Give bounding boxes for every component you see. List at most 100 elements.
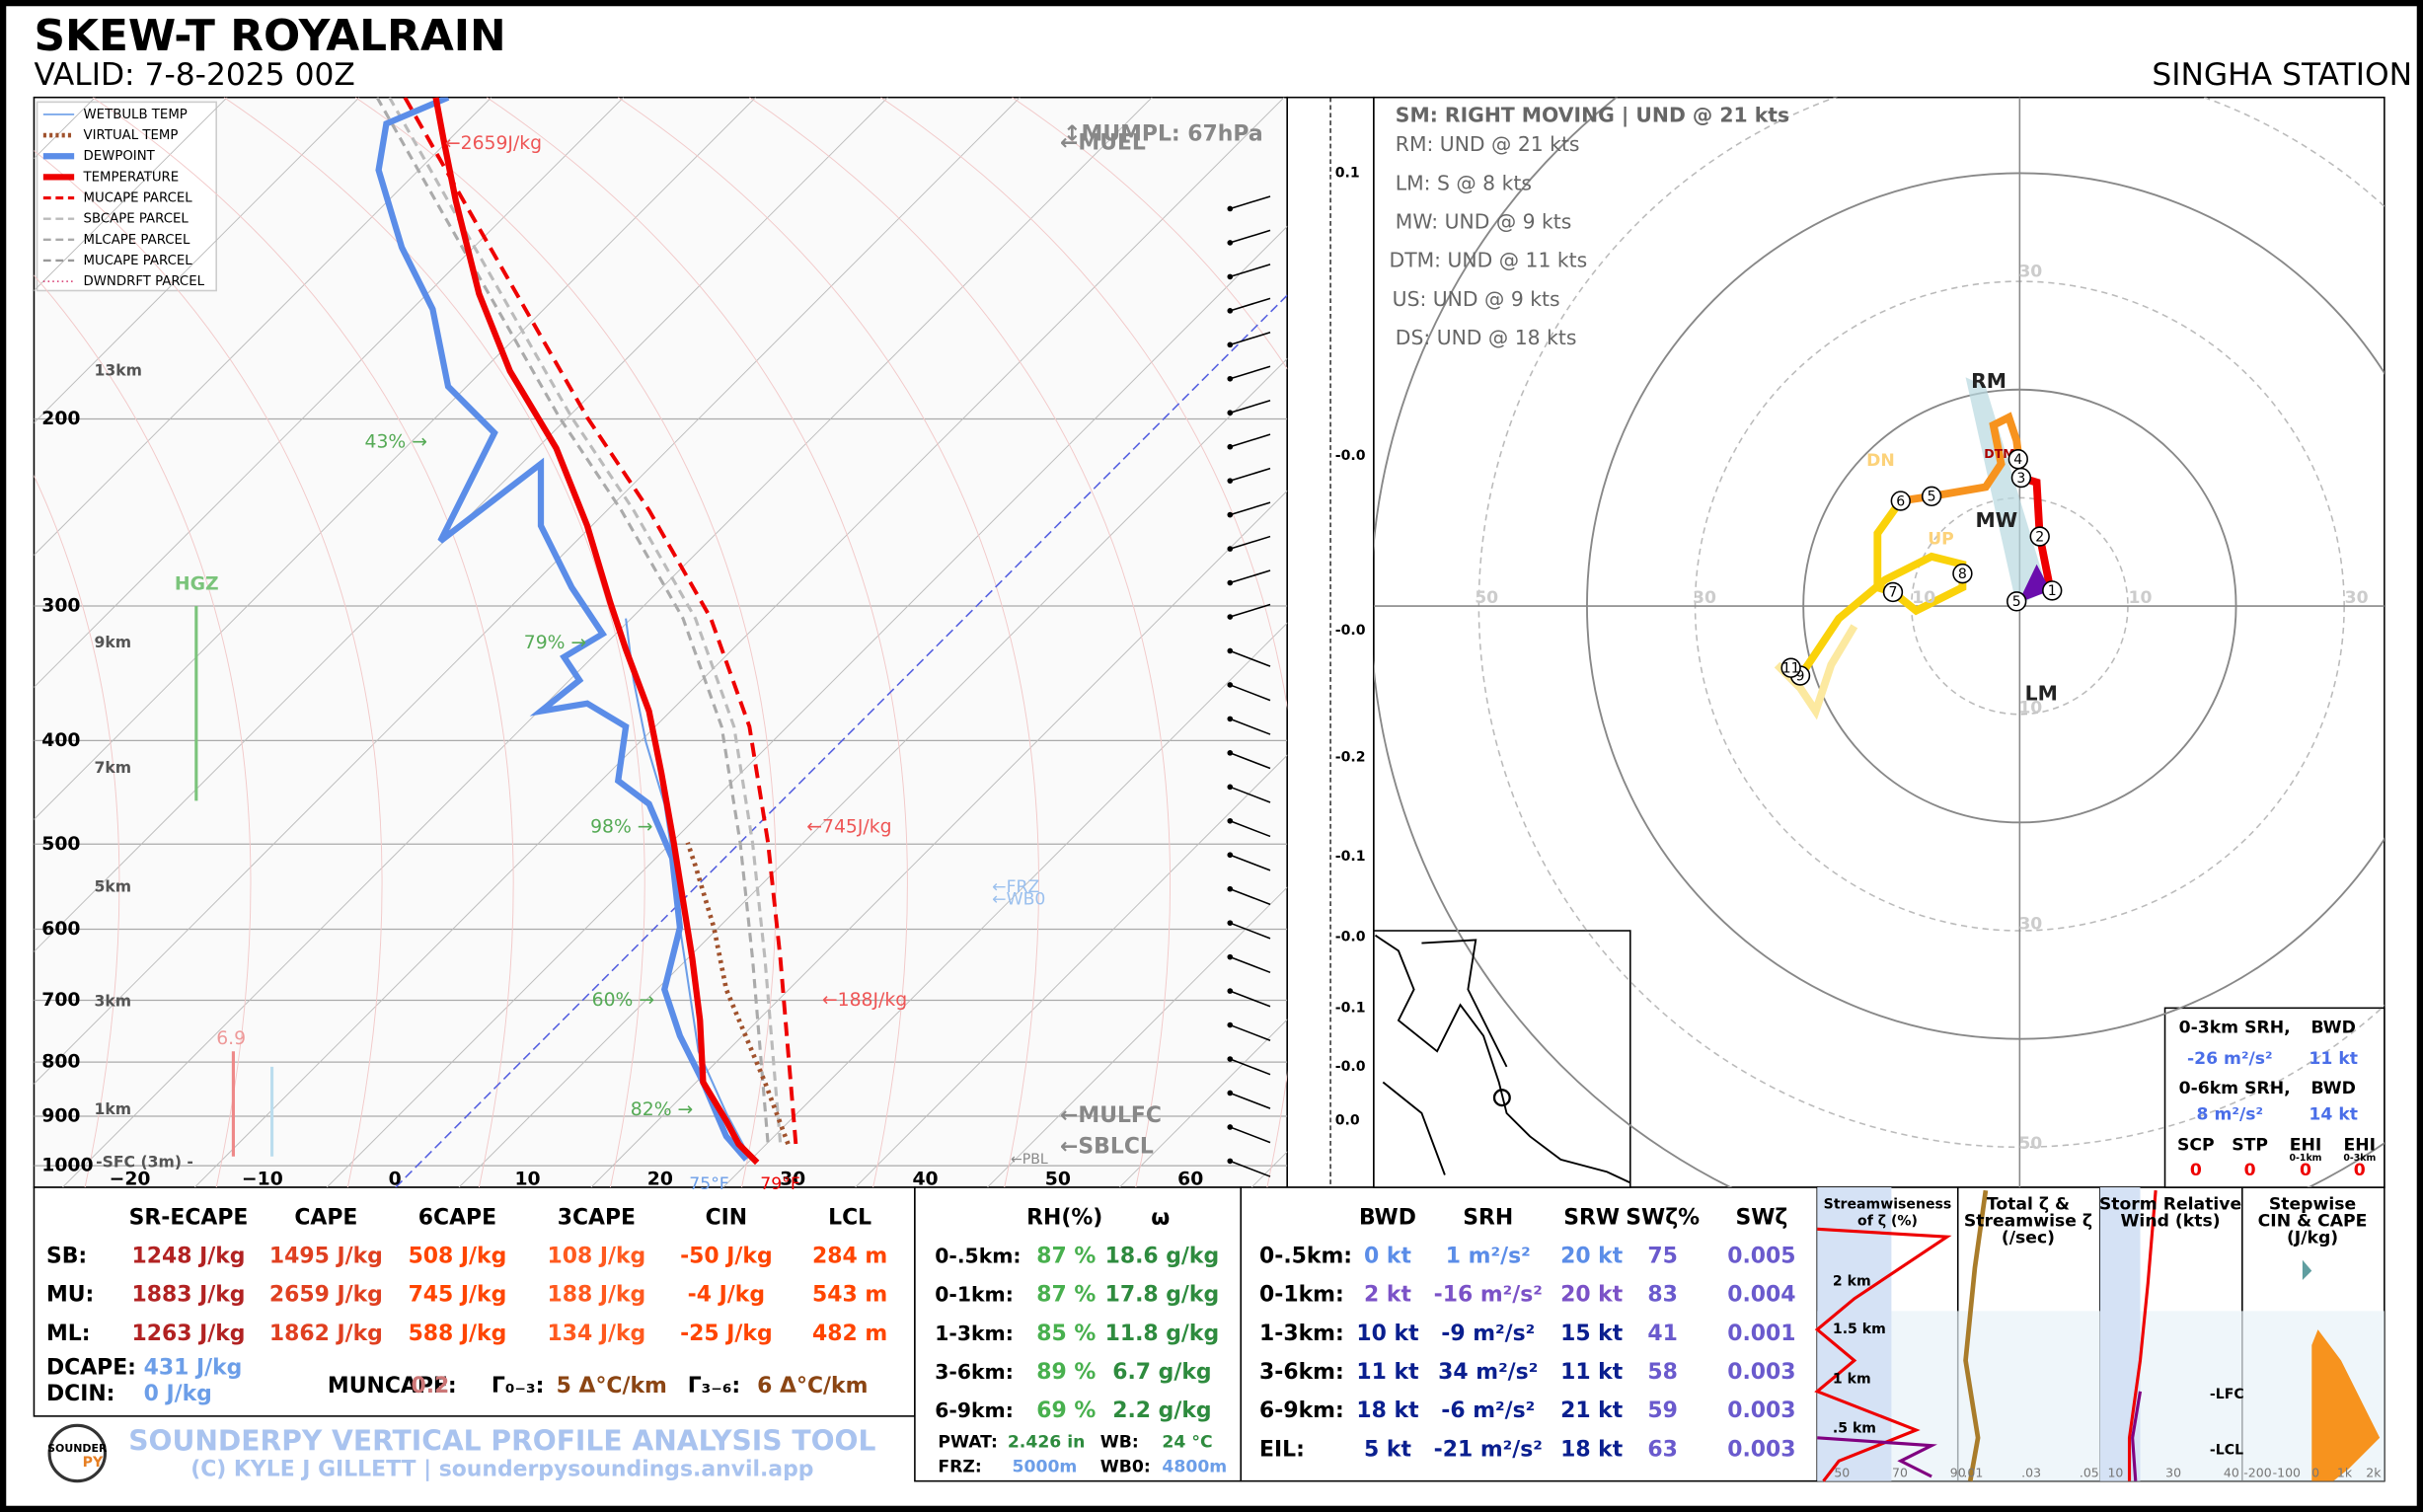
isotherm <box>34 97 756 820</box>
inset-height: .5 km <box>1833 1420 1876 1436</box>
cell: 1862 J/kg <box>269 1322 383 1346</box>
inset-tick: 50 <box>1834 1465 1850 1479</box>
annotation: ↕MUMPL: 67hPa <box>1063 121 1262 146</box>
footer-credit: (C) KYLE J GILLETT | sounderpysoundings.… <box>190 1458 813 1482</box>
inset-height: 1 km <box>1833 1371 1871 1387</box>
ring-label: 30 <box>2018 915 2042 935</box>
extra: 0.2 <box>411 1374 449 1399</box>
inset-title: (J/kg) <box>2287 1229 2338 1248</box>
cell: 6.7 g/kg <box>1112 1360 1211 1385</box>
col-header: CAPE <box>294 1205 357 1230</box>
omega-label: 0.1 <box>1335 165 1360 181</box>
ring-label: 10 <box>2128 588 2152 608</box>
pressure-label: 600 <box>41 919 80 940</box>
srh-box <box>2163 1007 2385 1188</box>
inset-shade <box>2099 1187 2141 1481</box>
srh-text: 14 kt <box>2309 1104 2358 1124</box>
row-label: ML: <box>46 1322 91 1346</box>
sb-parcel <box>388 97 783 1145</box>
cell: 17.8 g/kg <box>1105 1283 1220 1308</box>
temp-label: −20 <box>110 1170 151 1190</box>
inset-title: Streamwiseness <box>1824 1196 1952 1212</box>
inset-tick: 2k <box>2366 1465 2382 1479</box>
index-value: 0 <box>2244 1161 2256 1180</box>
annotation: 79% → <box>524 633 586 653</box>
row-label: 0-.5km: <box>1259 1245 1352 1269</box>
ring-label: 50 <box>2018 1134 2042 1154</box>
dry-adiabat <box>354 97 777 1188</box>
streamwise-line <box>1817 1436 1937 1478</box>
cell: 85 % <box>1036 1322 1096 1346</box>
inset-tick: 30 <box>2165 1465 2181 1479</box>
temp-label: 60 <box>1177 1170 1203 1190</box>
cell: 69 % <box>1036 1399 1096 1423</box>
inset-tick: -200 <box>2243 1465 2271 1479</box>
cell: 188 J/kg <box>547 1283 645 1308</box>
barb <box>1230 752 1271 770</box>
legend-label: DWNDRFT PARCEL <box>84 274 205 289</box>
annotation: ←MUEL <box>1060 131 1146 156</box>
inset-tick: 40 <box>2224 1465 2239 1479</box>
dry-adiabat <box>223 97 645 1188</box>
cell: 543 m <box>812 1283 887 1308</box>
annotation: ←SBLCL <box>1060 1134 1154 1159</box>
thermo-table <box>33 1186 916 1417</box>
barb <box>1230 1023 1271 1041</box>
height-label: 4 <box>2013 452 2022 468</box>
height-dot <box>2007 449 2028 470</box>
srw-line <box>2127 1190 2158 1481</box>
legend-label: MLCAPE PARCEL <box>84 233 190 248</box>
cell: -16 m²/s² <box>1434 1283 1543 1308</box>
motion-marker: RM <box>1971 369 2007 393</box>
cell: -9 m²/s² <box>1441 1322 1535 1346</box>
ring-label: 30 <box>2345 588 2369 608</box>
isotherm <box>34 97 228 292</box>
dry-adiabat <box>749 97 1172 1188</box>
srh-text: BWD <box>2310 1019 2355 1038</box>
inset-title: (/sec) <box>2002 1229 2055 1248</box>
cell: 0.004 <box>1727 1283 1795 1308</box>
cell: 2659 J/kg <box>269 1283 383 1308</box>
legend-label: WETBULB TEMP <box>84 108 188 122</box>
omega-label: -0.0 <box>1335 623 1366 639</box>
dry-adiabat <box>34 150 383 1188</box>
annotation: 75°F <box>689 1174 728 1194</box>
height-label: 11 <box>1782 660 1800 676</box>
logo-text: SOUNDER <box>47 1442 108 1455</box>
height-label: 3 <box>2016 471 2025 487</box>
inset-title: CIN & CAPE <box>2258 1212 2368 1232</box>
col-header: BWD <box>1359 1205 1416 1230</box>
dry-adiabat <box>34 475 120 1188</box>
annotation: 82% → <box>631 1099 693 1120</box>
col-header: SWζ <box>1735 1205 1787 1230</box>
motion-label: RM: UND @ 21 kts <box>1396 132 1580 156</box>
extra: 4800m <box>1162 1458 1227 1477</box>
dry-adiabat <box>34 274 252 1188</box>
cell: 284 m <box>812 1245 887 1269</box>
temp-label: 20 <box>647 1170 673 1190</box>
barb <box>1230 820 1271 838</box>
barb <box>1230 264 1271 278</box>
isotherm <box>34 97 625 688</box>
index-label: EHI <box>2344 1136 2377 1156</box>
temp-label: 0 <box>389 1170 402 1190</box>
cell: 0.001 <box>1727 1322 1795 1346</box>
extra: Γ₃₋₆: <box>688 1374 740 1399</box>
ring-label: 50 <box>1475 588 1498 608</box>
inset-tick: 10 <box>2107 1465 2123 1479</box>
col-header: SRW <box>1563 1205 1620 1230</box>
cell: 0 kt <box>1364 1245 1411 1269</box>
row-label: 1-3km: <box>1259 1322 1344 1346</box>
srh-text: BWD <box>2310 1079 2355 1098</box>
extra: 2.426 in <box>1008 1433 1086 1453</box>
height-label: 2 <box>2035 529 2044 545</box>
inset-title: Stepwise <box>2269 1194 2356 1214</box>
valid-time: VALID: 7-8-2025 00Z <box>34 57 354 93</box>
extra: 5 Δ°C/km <box>557 1374 667 1399</box>
row-label: 0-.5km: <box>935 1245 1021 1268</box>
cell: 588 J/kg <box>409 1322 507 1346</box>
pressure-label: 700 <box>41 990 80 1011</box>
cell: 20 kt <box>1560 1245 1623 1269</box>
vorticity-line <box>1963 1189 1989 1482</box>
